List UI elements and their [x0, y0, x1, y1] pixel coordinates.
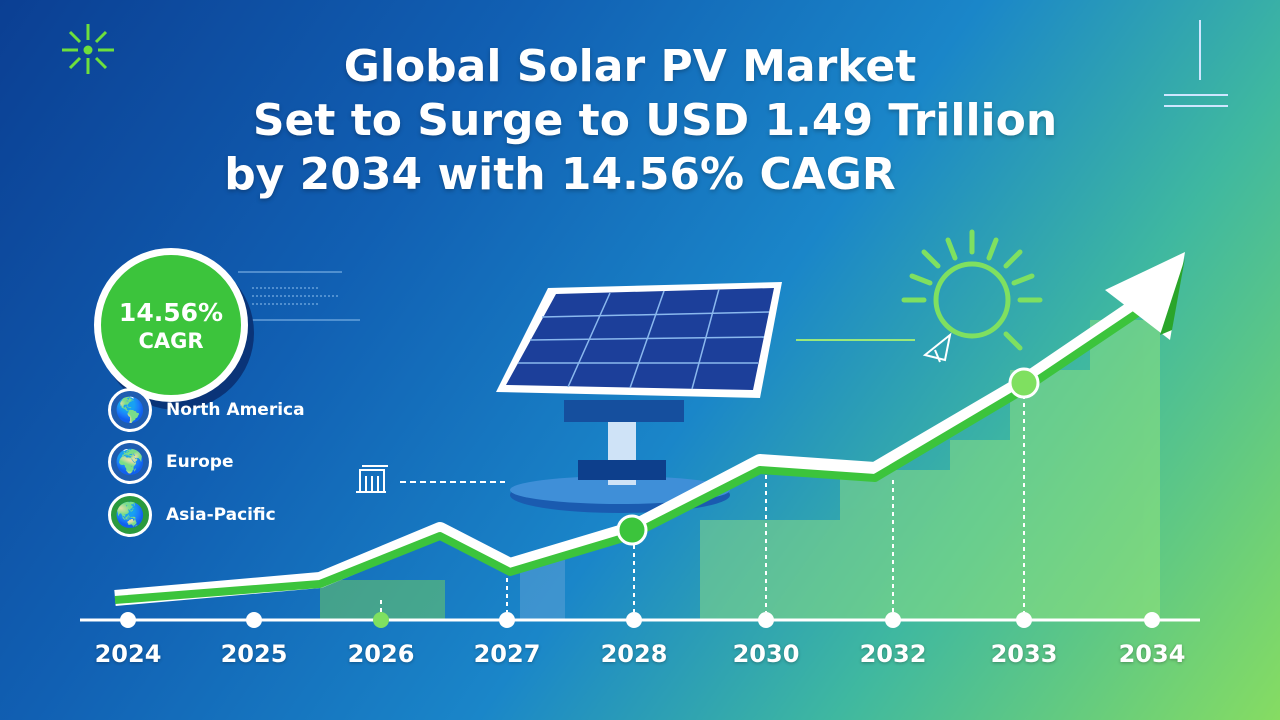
year-label: 2030 — [732, 640, 800, 668]
timeline-dot — [373, 612, 389, 628]
globe-europe-icon: 🌍 — [108, 440, 152, 484]
badge-decor-lines — [238, 271, 360, 321]
plant-icon — [922, 332, 952, 363]
cagr-label: CAGR — [138, 328, 204, 353]
region-europe: 🌍 Europe — [108, 440, 233, 484]
year-label: 2025 — [220, 640, 288, 668]
region-north-america: 🌎 North America — [108, 388, 305, 432]
year-label: 2027 — [473, 640, 541, 668]
globe-asia-icon: 🌏 — [108, 493, 152, 537]
region-asia-pacific: 🌏 Asia-Pacific — [108, 493, 276, 537]
timeline-dot — [120, 612, 136, 628]
sparkle-icon — [62, 24, 114, 74]
title-line-1: Global Solar PV Market — [343, 41, 917, 92]
marker-2033 — [1008, 367, 1040, 399]
timeline-dot — [1016, 612, 1032, 628]
region-label: North America — [166, 400, 305, 420]
cagr-value: 14.56% — [118, 297, 224, 327]
timeline-dot — [246, 612, 262, 628]
sun-icon — [901, 229, 1043, 351]
timeline-dot — [885, 612, 901, 628]
globe-americas-icon: 🌎 — [108, 388, 152, 432]
timeline-dot — [758, 612, 774, 628]
title-line-3: by 2034 with 14.56% CAGR — [224, 149, 896, 200]
region-label: Asia-Pacific — [166, 505, 276, 525]
year-label: 2033 — [990, 640, 1058, 668]
page-title: Global Solar PV Market Set to Surge to U… — [0, 40, 1280, 202]
title-line-2: Set to Surge to USD 1.49 Trillion — [252, 95, 1058, 146]
timeline-dot — [1144, 612, 1160, 628]
year-label: 2024 — [94, 640, 162, 668]
cagr-badge: 14.56% CAGR — [94, 248, 248, 402]
marker-2028 — [616, 514, 648, 546]
menu-lines-icon — [1164, 20, 1228, 107]
year-label: 2034 — [1118, 640, 1186, 668]
year-label: 2032 — [859, 640, 927, 668]
timeline-dot — [499, 612, 515, 628]
solar-panel-illustration — [496, 282, 782, 513]
arrow-head — [1105, 252, 1185, 340]
year-label: 2028 — [600, 640, 668, 668]
region-label: Europe — [166, 452, 234, 472]
year-label: 2026 — [347, 640, 415, 668]
timeline-dot — [626, 612, 642, 628]
factory-icon — [356, 465, 388, 493]
